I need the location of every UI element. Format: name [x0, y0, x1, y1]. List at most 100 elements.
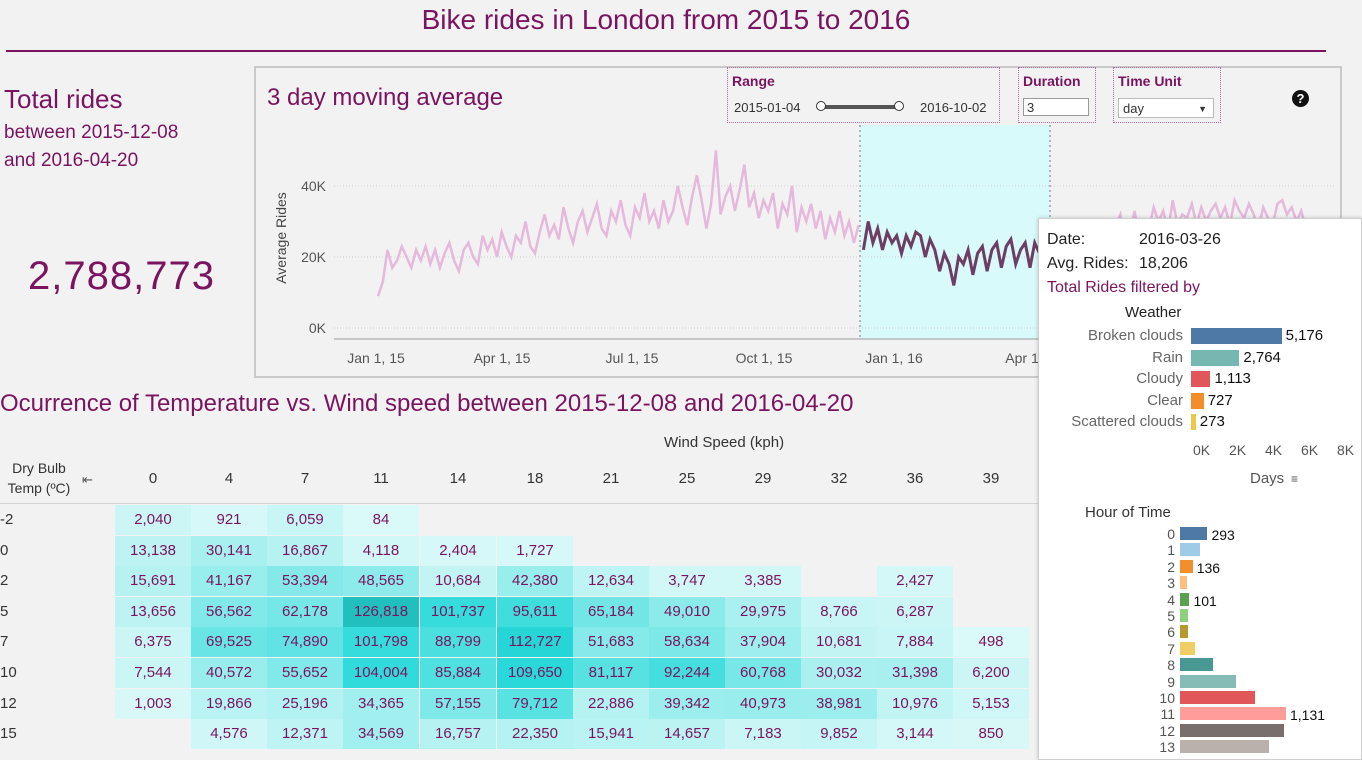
total-rides-label: Total rides — [4, 84, 123, 114]
hour-label: 5 — [1167, 608, 1175, 624]
heatmap-cell: 101,737 — [420, 596, 496, 627]
weather-title: Weather — [1125, 304, 1182, 321]
heatmap-cell: 34,569 — [343, 719, 419, 750]
hour-bar — [1180, 527, 1208, 540]
weather-bar-value: 1,113 — [1214, 370, 1251, 387]
total-rides-range-end: and 2016-04-20 — [4, 150, 138, 172]
weather-bar-value: 2,764 — [1243, 348, 1281, 366]
x-tick-label: Jan 1, 16 — [865, 350, 923, 366]
help-icon[interactable]: ? — [1292, 90, 1309, 107]
heatmap-cell: 31,398 — [877, 658, 953, 688]
heatmap-cell: 74,890 — [267, 627, 343, 658]
x-tick-label: Jan 1, 15 — [347, 350, 405, 366]
heatmap-cell — [953, 597, 1029, 627]
heatmap-cell: 6,287 — [877, 596, 953, 627]
heatmap-cell: 55,652 — [267, 658, 343, 688]
heatmap-cell: 85,884 — [420, 658, 496, 688]
sort-icon[interactable]: ⇤ — [82, 472, 93, 487]
wind-speed-column-header: 0 — [148, 470, 158, 487]
heatmap-cell: 4,118 — [343, 535, 419, 566]
heatmap-cell: 62,178 — [267, 596, 343, 627]
hour-bar-chart: 0 293 1 2 136 3 4 101 5 6 7 8 9 10 11 1,131 12 13 — [1039, 219, 1361, 759]
hour-bar — [1180, 723, 1285, 737]
chevron-down-icon: ▼ — [1198, 104, 1207, 114]
heatmap-cell: 41,167 — [191, 566, 267, 597]
heatmap-cell: 109,650 — [497, 658, 573, 688]
heatmap-cell: 56,562 — [191, 596, 267, 627]
heatmap-cell — [953, 536, 1029, 566]
heatmap-cell: 921 — [191, 505, 267, 535]
hour-bar — [1180, 707, 1286, 721]
x-tick-label: Apr 1, 15 — [474, 350, 531, 366]
heatmap-cell — [877, 536, 953, 566]
x-tick-label: Jul 1, 15 — [606, 350, 659, 366]
time-unit-selected: day — [1123, 101, 1144, 116]
y-tick-label: 0K — [309, 320, 327, 336]
heatmap-cell: 12,634 — [573, 566, 649, 597]
wind-speed-column-header: 36 — [906, 470, 924, 487]
tooltip-avg-value: 18,206 — [1139, 255, 1188, 272]
heatmap-cell: 12,371 — [267, 719, 343, 750]
heatmap-cell: 3,144 — [877, 719, 953, 750]
duration-label: Duration — [1023, 73, 1081, 89]
heatmap-and-label: and — [683, 390, 724, 417]
range-filter: Range 2015-01-04 2016-10-02 — [727, 67, 1000, 123]
heatmap-cell: 498 — [953, 627, 1029, 658]
heatmap-cell: 15,941 — [573, 719, 649, 750]
weather-category-label: Cloudy — [1136, 370, 1183, 387]
start-date: 2015-12-08 — [81, 122, 179, 143]
heatmap-cell: 4,576 — [191, 719, 267, 750]
heatmap-cell: 2,404 — [420, 535, 496, 566]
heatmap-cell: 6,375 — [115, 627, 191, 658]
days-axis-tick: 2K — [1229, 442, 1247, 458]
heatmap-cell: 10,681 — [801, 627, 877, 658]
temperature-row-header: -2 — [0, 511, 14, 528]
hour-title: Hour of Time — [1085, 504, 1171, 521]
heatmap-cell: 13,656 — [115, 596, 191, 627]
heatmap-cell: 25,196 — [267, 688, 343, 719]
hour-label: 6 — [1167, 624, 1175, 641]
hour-bar-value: 1,131 — [1290, 707, 1326, 724]
hour-label: 11 — [1160, 706, 1175, 723]
heatmap-cell — [649, 505, 725, 535]
series-line-before — [376, 150, 860, 297]
wind-speed-column-header: 4 — [224, 470, 234, 487]
time-unit-filter: Time Unit day ▼ — [1113, 67, 1221, 123]
heatmap-cell — [420, 505, 496, 535]
sort-icon[interactable]: ≡ — [1291, 472, 1299, 486]
wind-speed-column-header: 21 — [602, 470, 620, 487]
heatmap-cell: 19,866 — [191, 688, 267, 719]
heatmap-cell: 1,727 — [497, 535, 573, 566]
heatmap-cell: 65,184 — [573, 596, 649, 627]
time-unit-select[interactable]: day ▼ — [1118, 98, 1214, 118]
heatmap-cell: 22,350 — [497, 719, 573, 750]
hour-bar — [1180, 674, 1237, 688]
range-label: Range — [732, 73, 775, 89]
end-date: 2016-04-20 — [40, 150, 139, 171]
heatmap-cell: 30,141 — [191, 535, 267, 566]
heatmap-cell: 1,003 — [115, 688, 191, 719]
range-slider-end-handle[interactable] — [894, 101, 904, 111]
heatmap-cell: 29,975 — [725, 596, 801, 627]
hour-label: 4 — [1167, 591, 1175, 608]
weather-bar — [1191, 414, 1196, 430]
heatmap-cell: 42,380 — [497, 566, 573, 597]
hour-bar — [1180, 740, 1270, 754]
range-slider-track[interactable] — [820, 105, 898, 109]
temperature-row-header: 0 — [0, 541, 9, 559]
heatmap-cell: 51,683 — [573, 627, 649, 658]
hour-bar — [1180, 543, 1200, 557]
time-unit-label: Time Unit — [1118, 73, 1182, 89]
temperature-axis-label: Dry Bulb Temp (ºC) — [7, 460, 71, 496]
heatmap-cell: 10,976 — [877, 688, 953, 719]
heatmap-cell: 84 — [343, 505, 419, 535]
duration-input[interactable]: 3 — [1023, 98, 1089, 116]
heatmap-cell — [953, 505, 1029, 535]
heatmap-cell — [953, 566, 1029, 596]
days-axis-label: Days — [1250, 470, 1285, 487]
heatmap-cell: 10,684 — [420, 566, 496, 597]
wind-speed-column-header: 14 — [449, 470, 467, 487]
hour-bar-value: 293 — [1211, 527, 1235, 543]
range-slider-start-handle[interactable] — [816, 101, 826, 111]
heatmap-cell: 39,342 — [649, 688, 725, 719]
